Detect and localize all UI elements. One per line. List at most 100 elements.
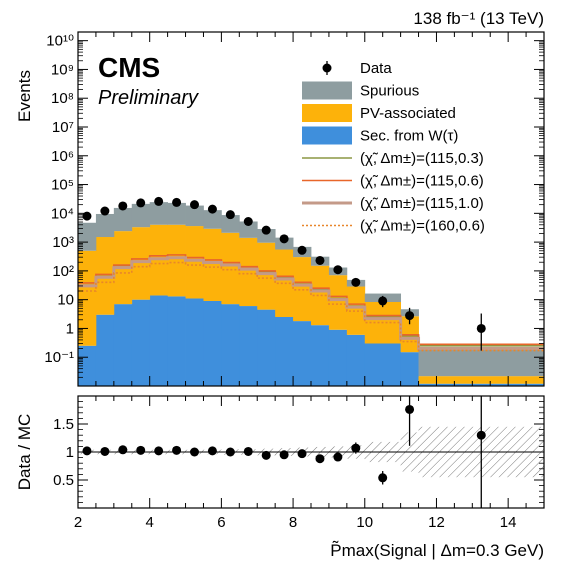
stack-bar-0-3 — [131, 299, 151, 386]
stack-bar-2-18 — [418, 348, 544, 377]
main-y-tick-label: 10⁵ — [51, 177, 74, 194]
ratio-point-4 — [154, 446, 164, 456]
data-point-0 — [82, 211, 92, 221]
ratio-point-13 — [315, 454, 325, 464]
ratio-point-2 — [118, 445, 128, 455]
legend-label: (χ̃, Δm±)=(160,0.6) — [360, 218, 485, 235]
stack-bar-0-10 — [257, 309, 276, 386]
stack-bar-2-5 — [167, 202, 186, 225]
stack-bar-0-7 — [203, 300, 222, 386]
ratio-point-14 — [333, 452, 343, 462]
data-point-9 — [243, 217, 253, 227]
stack-bar-0-6 — [185, 298, 204, 386]
ratio-point-0 — [82, 446, 92, 456]
stack-bar-1-0 — [78, 250, 97, 346]
ratio-x-tick-label: 12 — [428, 514, 445, 531]
signal-line-1 — [78, 254, 544, 346]
legend-fill-swatch — [302, 126, 352, 145]
data-point-3 — [136, 198, 146, 208]
stack-bar-0-12 — [293, 321, 312, 386]
ratio-point-9 — [243, 446, 253, 456]
stack-bar-1-9 — [239, 237, 258, 307]
stack-bar-1-7 — [203, 228, 222, 301]
stack-bar-2-9 — [239, 221, 258, 238]
preliminary-label: Preliminary — [98, 87, 199, 109]
lumi-label: 138 fb⁻¹ (13 TeV) — [413, 9, 544, 28]
ratio-axes: 0.5 1 1.5 2 4 6 8 10 12 14 — [53, 396, 545, 531]
stack-bar-1-14 — [328, 275, 348, 330]
ratio-point-7 — [207, 446, 217, 456]
legend: Data Spurious PV-associated Sec. from W(τ) (… — [302, 60, 485, 235]
legend-label: PV-associated — [360, 105, 456, 122]
data-point-8 — [225, 210, 235, 220]
ratio-point-11 — [279, 450, 289, 460]
stack-bar-2-1 — [95, 213, 115, 238]
stack-bar-2-8 — [221, 215, 240, 233]
signal-line-3 — [78, 261, 544, 352]
legend-label: (χ̃, Δm±)=(115,1.0) — [360, 195, 484, 212]
ratio-x-tick-label: 8 — [289, 514, 297, 531]
stack-bar-0-4 — [149, 295, 169, 386]
stack-bar-0-9 — [239, 306, 258, 386]
data-point-7 — [207, 204, 217, 214]
stack-bar-1-10 — [257, 242, 276, 310]
main-y-axis-title: Events — [15, 70, 34, 122]
data-point-15 — [351, 277, 361, 287]
stack-bar-1-6 — [185, 226, 204, 299]
ratio-point-1 — [100, 446, 110, 456]
stack-bar-2-2 — [113, 207, 133, 232]
data-point-4 — [154, 196, 164, 206]
signal-line-2 — [78, 256, 544, 351]
stack-bar-0-1 — [95, 314, 115, 386]
ratio-data-points — [82, 396, 486, 508]
main-y-tick-label: 1 — [66, 320, 74, 337]
stack-bar-2-4 — [149, 202, 169, 225]
ratio-x-tick-label: 4 — [146, 514, 154, 531]
legend-data-marker — [322, 63, 332, 73]
main-y-tick-label: 10⁻¹ — [44, 349, 74, 366]
stack-bar-0-18 — [418, 383, 544, 386]
ratio-point-18 — [476, 430, 486, 440]
ratio-x-tick-label: 2 — [74, 514, 82, 531]
data-point-5 — [172, 197, 182, 207]
legend-label: Data — [360, 60, 392, 77]
legend-label: Spurious — [360, 83, 419, 100]
cms-logo: CMS — [98, 52, 160, 83]
main-y-tick-label: 10⁹ — [51, 61, 74, 78]
ratio-point-17 — [405, 404, 415, 414]
stack-bar-1-15 — [346, 286, 366, 335]
stack-bar-1-12 — [293, 257, 312, 322]
stack-bar-0-13 — [311, 325, 330, 386]
data-point-2 — [118, 201, 128, 211]
main-data-points — [82, 196, 486, 351]
ratio-point-16 — [378, 473, 388, 483]
main-y-tick-label: 10 — [57, 292, 74, 309]
stack-bar-0-11 — [275, 316, 294, 386]
stack-bar-2-7 — [203, 210, 222, 229]
ratio-x-tick-label: 10 — [356, 514, 373, 531]
main-y-tick-label: 10⁸ — [51, 90, 74, 107]
main-y-tick-label: 10⁷ — [52, 119, 74, 136]
data-point-1 — [100, 206, 110, 216]
main-axes: 10⁻¹ 1 10 10² 10³ 10⁴ 10⁵ 10⁶ 10⁷ 10⁸ 10⁹ 10¹⁰ — [44, 31, 545, 386]
stack-bar-1-13 — [311, 265, 330, 326]
stack-bar-0-0 — [78, 345, 97, 386]
data-point-14 — [333, 265, 343, 275]
stack-bar-1-5 — [167, 224, 186, 297]
ratio-point-5 — [172, 445, 182, 455]
data-point-17 — [405, 311, 415, 321]
ratio-x-tick-label: 14 — [500, 514, 517, 531]
data-point-16 — [378, 296, 388, 306]
legend-fill-swatch — [302, 81, 352, 100]
stack-bar-1-3 — [131, 227, 151, 300]
data-point-10 — [261, 225, 271, 235]
stack-bar-0-8 — [221, 304, 240, 386]
stack-bar-0-16 — [364, 343, 402, 386]
legend-label: Sec. from W(τ) — [360, 128, 458, 145]
stack-bar-2-11 — [275, 237, 294, 250]
stack-bar-1-18 — [418, 376, 544, 384]
main-y-tick-label: 10² — [52, 263, 74, 280]
ratio-y-tick-label: 0.5 — [53, 472, 74, 489]
ratio-point-8 — [225, 447, 235, 457]
